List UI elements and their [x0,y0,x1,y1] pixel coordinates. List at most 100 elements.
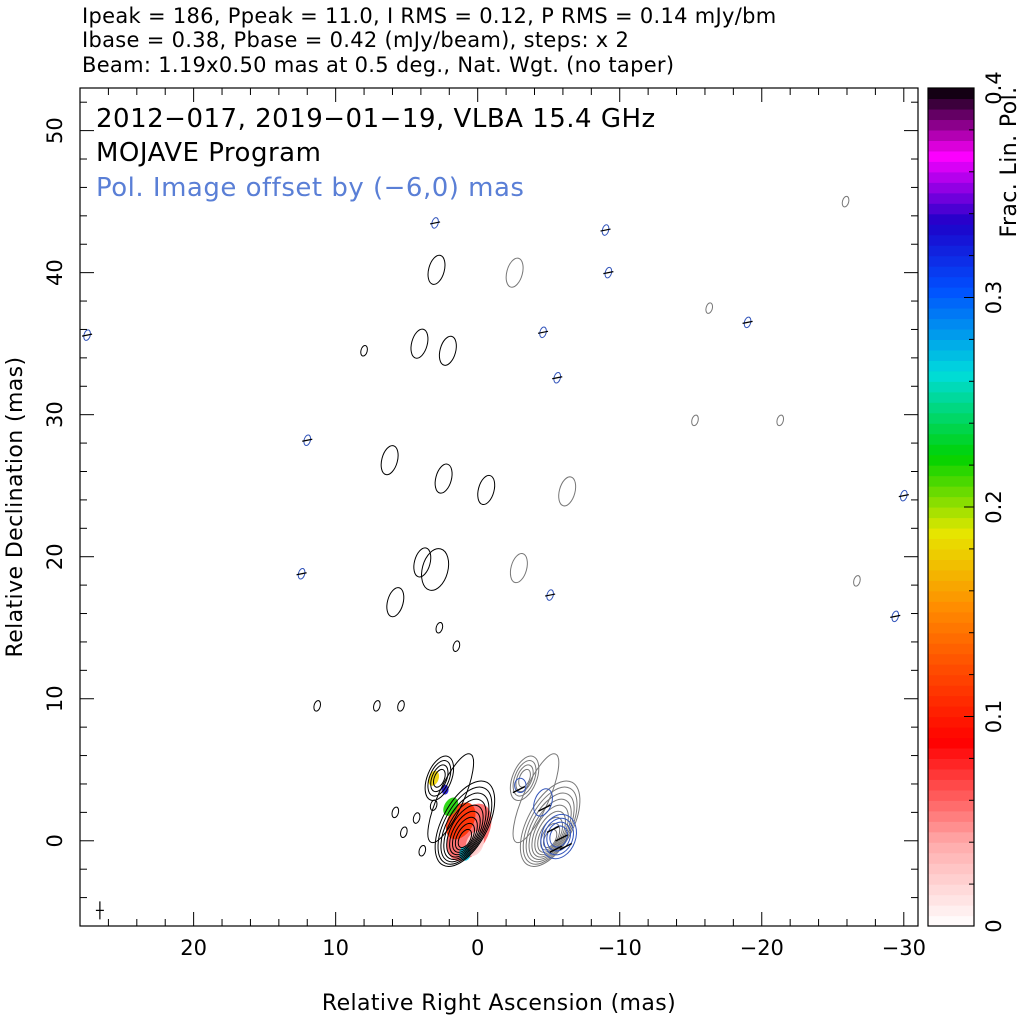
core-contour [427,760,452,797]
isolated-contour [313,700,322,712]
colorbar-band [928,664,974,676]
x-tick-label: 10 [322,936,349,960]
isolated-contour [853,575,861,587]
colorbar-band [928,716,974,728]
x-tick-label: −30 [882,936,926,960]
isolated-contour [558,476,577,507]
evpa-tick [559,842,573,851]
colorbar-band [928,129,974,141]
colorbar-band [928,339,974,351]
colorbar-band [928,98,974,110]
x-tick-label: 0 [471,936,484,960]
core-contour [437,786,493,865]
pol-contour [514,777,527,793]
pol-feature [891,610,900,623]
colorbar-band [928,905,974,917]
colorbar-band [928,245,974,257]
evpa-tick [537,330,549,334]
isolated-contour [380,445,399,476]
pol-feature [743,316,752,329]
colorbar-band [928,632,974,644]
colorbar-band [928,224,974,236]
colorbar-band [928,349,974,361]
header-line-1: Ipeak = 186, Ppeak = 11.0, I RMS = 0.12,… [82,4,777,28]
x-tick-label: 20 [180,936,207,960]
y-axis-label: Relative Declination (mas) [3,356,28,657]
colorbar-band [928,475,974,487]
colorbar-band [928,726,974,739]
colorbar-band [928,108,974,121]
annotation-program: MOJAVE Program [96,138,321,168]
colorbar-band [928,150,974,162]
y-tick-label: 0 [43,834,67,847]
y-tick-label: 30 [43,401,67,428]
evpa-tick [546,825,560,834]
colorbar-band [928,255,974,267]
core-contour [454,822,475,851]
pol-feature [553,371,562,384]
colorbar-band [928,622,974,634]
colorbar-band [928,747,974,759]
colorbar-ticks: 0 0.1 0.2 0.3 0.4 [964,71,1006,933]
pol-contour [543,817,574,856]
colorbar-band [928,276,974,288]
pol-feature [899,489,908,502]
colorbar-band [928,161,974,173]
colorbar-band [928,852,974,864]
isolated-contour [841,195,850,208]
isolated-contour [412,812,421,824]
isolated-contour [509,553,528,584]
isolated-contour [429,799,438,812]
offset-contour [509,755,540,801]
core-contour [449,810,481,856]
colorbar-band [928,465,974,477]
evpa-tick [545,593,556,597]
colorbar-band [928,873,974,885]
colorbar-label: Frac. Lin. Pol. [997,86,1022,237]
offset-contour [515,764,534,793]
colorbar-tick-label: 0.1 [982,700,1006,733]
offset-contour [512,753,560,844]
isolated-contour [705,302,714,314]
colorbar-band [928,517,974,529]
colorbar-band [928,381,974,393]
core-contour [424,755,455,801]
x-tick-label: −10 [598,936,642,960]
isolated-contour [452,640,461,652]
colorbar-band [928,203,974,215]
annotation-pol-offset: Pol. Image offset by (−6,0) mas [96,173,524,203]
colorbar-band [928,433,974,445]
colorbar-tick-label: 0 [982,919,1006,932]
evpa-tick [890,614,901,618]
evpa-tick [898,494,909,498]
isolated-contour [410,328,429,359]
pol-feature [431,217,439,229]
colorbar-band [928,328,974,340]
evpa-tick [600,228,611,232]
colorbar-band [928,182,974,194]
evpa-tick [552,376,563,380]
colorbar-band [928,391,974,403]
plot-frame [79,87,919,927]
colorbar-band [928,894,974,906]
colorbar-band [928,360,974,372]
colorbar-band [928,789,974,801]
contour-layer [81,195,909,920]
isolated-contour [397,700,405,712]
core-contour [443,798,487,860]
evpa-tick [81,333,93,337]
y-tick-label: 10 [43,685,67,712]
colorbar-band [928,119,974,131]
colorbar-band [928,412,974,424]
x-axis-label: Relative Right Ascension (mas) [322,991,676,1016]
colorbar-band [928,527,974,540]
isolated-contour [391,806,400,819]
pol-feature [604,266,613,279]
isolated-contour [776,414,785,427]
core-contour [430,764,449,793]
colorbar-band [928,695,974,707]
pol-contour [540,813,577,860]
axis-ticks: 20 10 0 −10 −20 −30 0 10 20 30 40 50 [43,88,926,960]
colorbar-band [928,444,974,456]
